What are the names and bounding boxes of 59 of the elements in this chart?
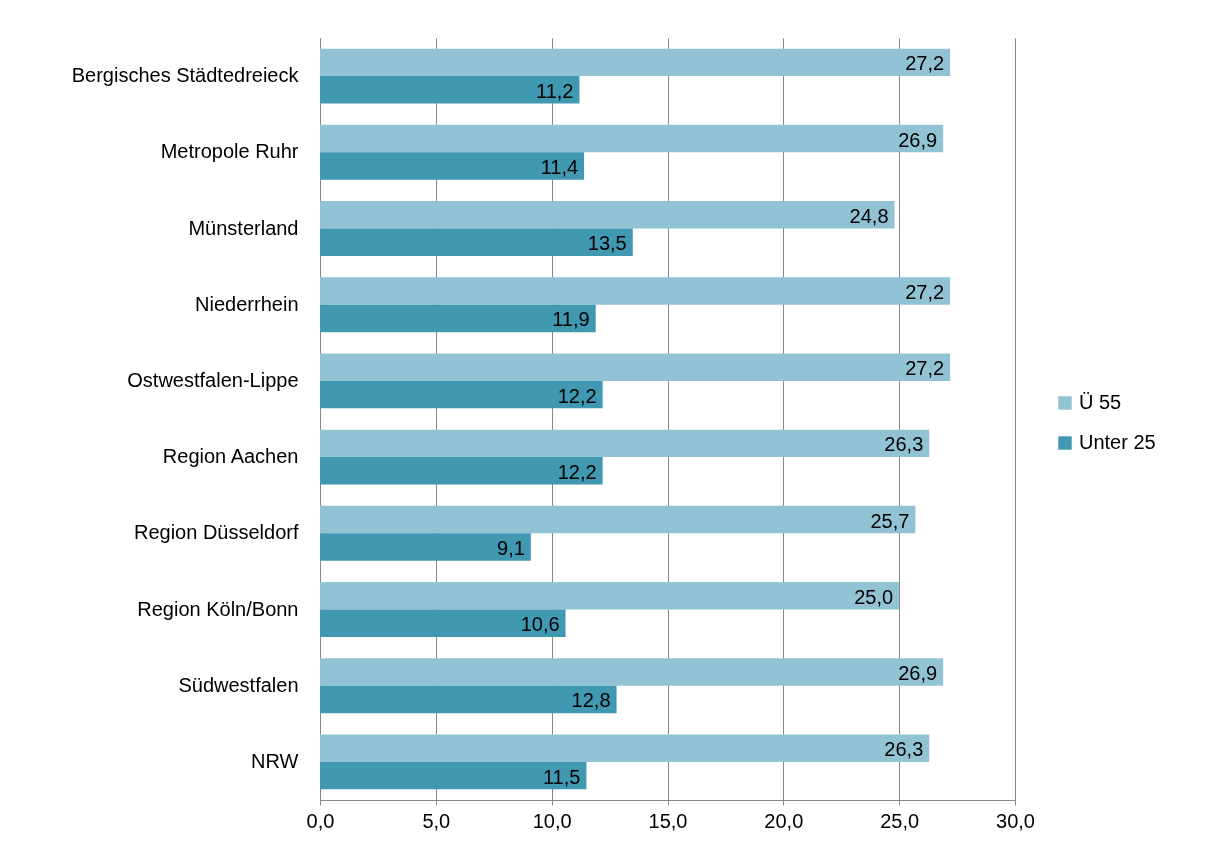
- data-label: 26,3: [884, 738, 924, 761]
- data-label: 11,9: [552, 308, 590, 331]
- bar: [320, 582, 900, 610]
- data-label: 12,8: [571, 689, 611, 712]
- data-label: 27,2: [905, 280, 945, 303]
- y-tick-label: Niederrhein: [195, 292, 299, 315]
- bar: [320, 533, 531, 561]
- bar: [320, 228, 633, 256]
- data-label: 10,6: [520, 613, 560, 636]
- y-tick-label: Münsterland: [188, 216, 299, 239]
- bar: [320, 658, 944, 686]
- bar: [320, 761, 587, 790]
- data-label: 27,2: [905, 52, 945, 75]
- bar: [320, 124, 944, 153]
- bar: [320, 152, 585, 180]
- y-tick-label: Region Düsseldorf: [133, 521, 299, 544]
- bar: [320, 685, 617, 714]
- x-tick-label: 0,0: [306, 809, 335, 832]
- bar: [320, 76, 580, 104]
- bar: [320, 353, 951, 381]
- y-tick-label: Südwestfalen: [178, 673, 299, 696]
- data-label: 11,2: [536, 79, 574, 102]
- data-label: 12,2: [557, 460, 597, 483]
- x-tick-label: 15,0: [648, 809, 688, 832]
- data-label: 11,4: [540, 156, 579, 179]
- data-label: 9,1: [497, 537, 525, 560]
- y-tick-label: Region Aachen: [162, 445, 299, 468]
- x-tick-label: 5,0: [422, 809, 451, 832]
- data-label: 24,8: [849, 204, 889, 227]
- data-label: 25,0: [854, 585, 894, 608]
- y-tick-label: Ostwestfalen-Lippe: [127, 368, 299, 391]
- data-label: 13,5: [587, 232, 627, 255]
- x-tick-label: 25,0: [880, 809, 920, 832]
- bar: [320, 505, 916, 534]
- y-tick-label: NRW: [251, 749, 299, 772]
- x-tick-label: 20,0: [764, 809, 804, 832]
- data-label: 26,9: [898, 128, 938, 151]
- x-tick-label: 10,0: [532, 809, 572, 832]
- y-tick-label: Region Köln/Bonn: [137, 597, 299, 620]
- data-label: 26,3: [884, 433, 924, 456]
- bar: [320, 201, 895, 229]
- legend-label: Unter 25: [1079, 431, 1156, 453]
- data-label: 12,2: [557, 384, 597, 407]
- data-label: 26,9: [898, 661, 938, 684]
- bar: [320, 48, 951, 77]
- data-label: 25,7: [870, 509, 910, 532]
- bar: [320, 609, 566, 637]
- y-tick-label: Metropole Ruhr: [160, 140, 299, 163]
- y-tick-label: Bergisches Städtedreieck: [71, 64, 300, 87]
- bar: [320, 304, 596, 333]
- data-label: 27,2: [905, 357, 945, 380]
- bar: [320, 734, 930, 762]
- bar: [320, 277, 951, 305]
- data-label: 11,5: [542, 765, 581, 788]
- bar: [320, 380, 603, 409]
- legend-label: Ü 55: [1079, 391, 1122, 413]
- bar: [320, 457, 603, 485]
- x-tick-label: 30,0: [996, 809, 1035, 832]
- bar: [320, 429, 930, 458]
